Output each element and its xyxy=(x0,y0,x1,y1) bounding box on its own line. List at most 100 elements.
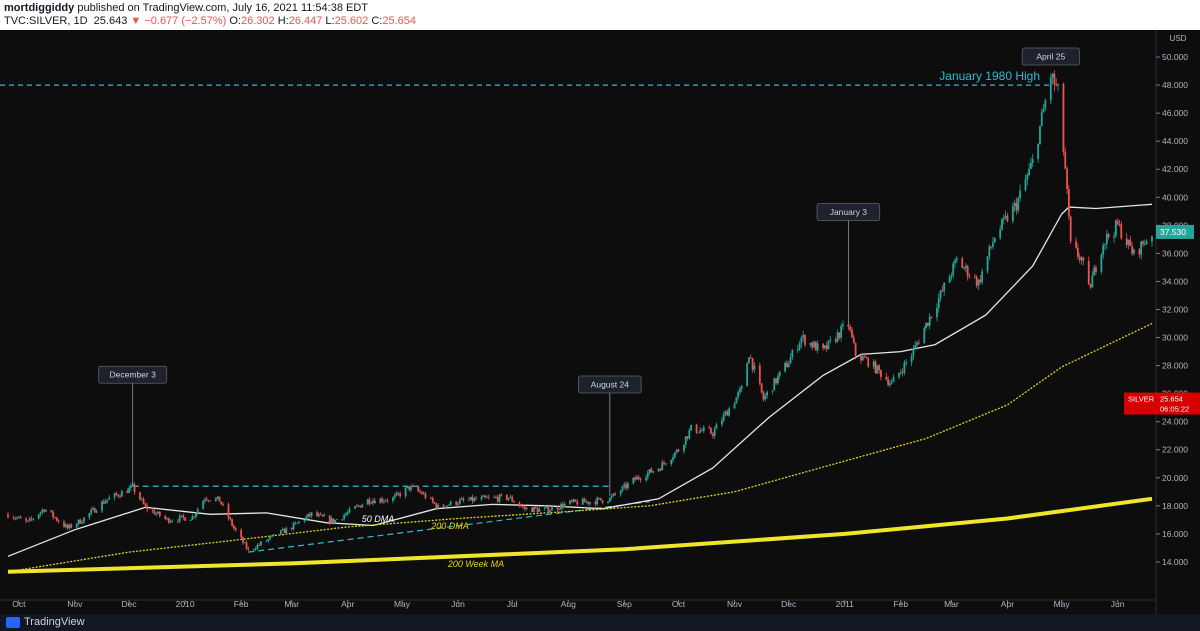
candle-body xyxy=(66,524,69,529)
price-tick-label: 24.000 xyxy=(1162,417,1188,427)
candle-body xyxy=(964,265,967,268)
candle-body xyxy=(460,498,463,500)
candle-body xyxy=(17,516,20,518)
price-tick-label: 48.000 xyxy=(1162,80,1188,90)
time-tick-label: Apr xyxy=(1001,599,1014,609)
candle-body xyxy=(1037,144,1040,160)
candle-body xyxy=(279,530,282,535)
candle-body xyxy=(937,298,940,308)
candle-body xyxy=(646,472,649,478)
candle-body xyxy=(753,365,756,370)
candle-body xyxy=(917,342,920,344)
annotation-box xyxy=(578,375,642,394)
candle-body xyxy=(930,316,933,318)
candle-body xyxy=(417,486,420,492)
candle-body xyxy=(298,521,300,523)
candle-body xyxy=(357,505,360,507)
time-tick-label: May xyxy=(394,599,411,609)
candle-body xyxy=(988,246,991,257)
candle-body xyxy=(513,501,515,503)
candle-body xyxy=(1142,241,1144,245)
candle-body xyxy=(889,383,891,385)
candle-body xyxy=(307,513,309,517)
candle-body xyxy=(813,342,815,348)
candle-body xyxy=(1107,233,1110,238)
candle-body xyxy=(101,501,103,512)
candle-body xyxy=(64,524,67,527)
candle-body xyxy=(384,500,387,502)
candle-body xyxy=(119,496,121,498)
candle-body xyxy=(1069,216,1072,242)
candle-body xyxy=(37,514,40,519)
candle-body xyxy=(411,486,414,487)
candle-body xyxy=(1087,260,1090,285)
candle-body xyxy=(751,357,754,370)
candle-body xyxy=(167,518,170,523)
candle-body xyxy=(715,424,718,429)
candle-body xyxy=(408,486,411,490)
candle-body xyxy=(722,414,725,421)
candle-body xyxy=(420,492,423,495)
time-axis[interactable]: Oct Nov Dec 2010 Feb Mar Apr May Jun Jul Aug Sep Oct… xyxy=(0,599,1156,609)
price-tick-label: 20.000 xyxy=(1162,473,1188,483)
candle-body xyxy=(975,276,978,286)
candle-body xyxy=(70,524,73,528)
candle-body xyxy=(90,509,93,514)
candle-body xyxy=(1075,241,1077,248)
candle-body xyxy=(898,372,900,378)
candle-body xyxy=(462,498,465,501)
tradingview-logo-icon[interactable] xyxy=(6,617,20,628)
candle-body xyxy=(270,535,273,537)
candle-body xyxy=(675,449,678,453)
time-tick-label: Oct xyxy=(12,599,26,609)
candle-body xyxy=(435,503,438,509)
candle-body xyxy=(518,502,521,506)
candle-body xyxy=(748,357,750,364)
candle-body xyxy=(822,343,824,348)
candle-body xyxy=(207,500,210,501)
candle-body xyxy=(234,528,237,531)
candle-body xyxy=(659,468,662,471)
candle-body xyxy=(209,500,212,502)
price-axis[interactable]: USD 14.000 16.000 18.000 20.000 22.000 24.000 2… xyxy=(1155,30,1188,614)
ma-label: 50 DMA xyxy=(362,514,395,524)
candle-body xyxy=(1102,244,1105,255)
candle-body xyxy=(323,515,326,517)
chart-area[interactable]: USD 14.000 16.000 18.000 20.000 22.000 24.000 2… xyxy=(0,30,1200,614)
candle-body xyxy=(290,527,293,530)
candle-body xyxy=(204,499,206,501)
candle-body xyxy=(404,487,407,497)
time-tick-label: May xyxy=(1054,599,1071,609)
candle-body xyxy=(1131,246,1134,254)
candle-body xyxy=(151,509,154,511)
brand-name[interactable]: TradingView xyxy=(24,616,85,628)
candle-body xyxy=(979,279,982,283)
author-name[interactable]: mortdiggiddy xyxy=(4,2,75,14)
candle-body xyxy=(158,511,161,517)
candle-body xyxy=(95,511,98,513)
chart-header: mortdiggiddy published on TradingView.co… xyxy=(0,0,1200,28)
candle-body xyxy=(83,517,85,523)
price-tick-label: 40.000 xyxy=(1162,192,1188,202)
candle-body xyxy=(328,515,331,523)
candle-body xyxy=(140,499,143,500)
candle-body xyxy=(829,339,832,341)
candle-body xyxy=(28,518,31,521)
ma-line-50-dma xyxy=(7,203,1153,557)
candle-body xyxy=(977,279,980,286)
candle-body xyxy=(892,377,895,382)
candle-body xyxy=(1042,108,1045,113)
candle-body xyxy=(556,507,559,510)
candle-body xyxy=(648,469,651,473)
candle-body xyxy=(317,514,320,517)
candle-body xyxy=(686,436,689,439)
candle-body xyxy=(523,506,526,509)
candle-body xyxy=(992,242,994,247)
candle-body xyxy=(936,307,938,318)
price-chart[interactable]: USD 14.000 16.000 18.000 20.000 22.000 24.000 2… xyxy=(0,30,1200,614)
candle-body xyxy=(986,256,989,272)
candle-body xyxy=(202,500,205,510)
candle-body xyxy=(786,362,788,368)
candle-body xyxy=(728,408,730,416)
silver-tag-symbol: SILVER xyxy=(1128,395,1155,404)
